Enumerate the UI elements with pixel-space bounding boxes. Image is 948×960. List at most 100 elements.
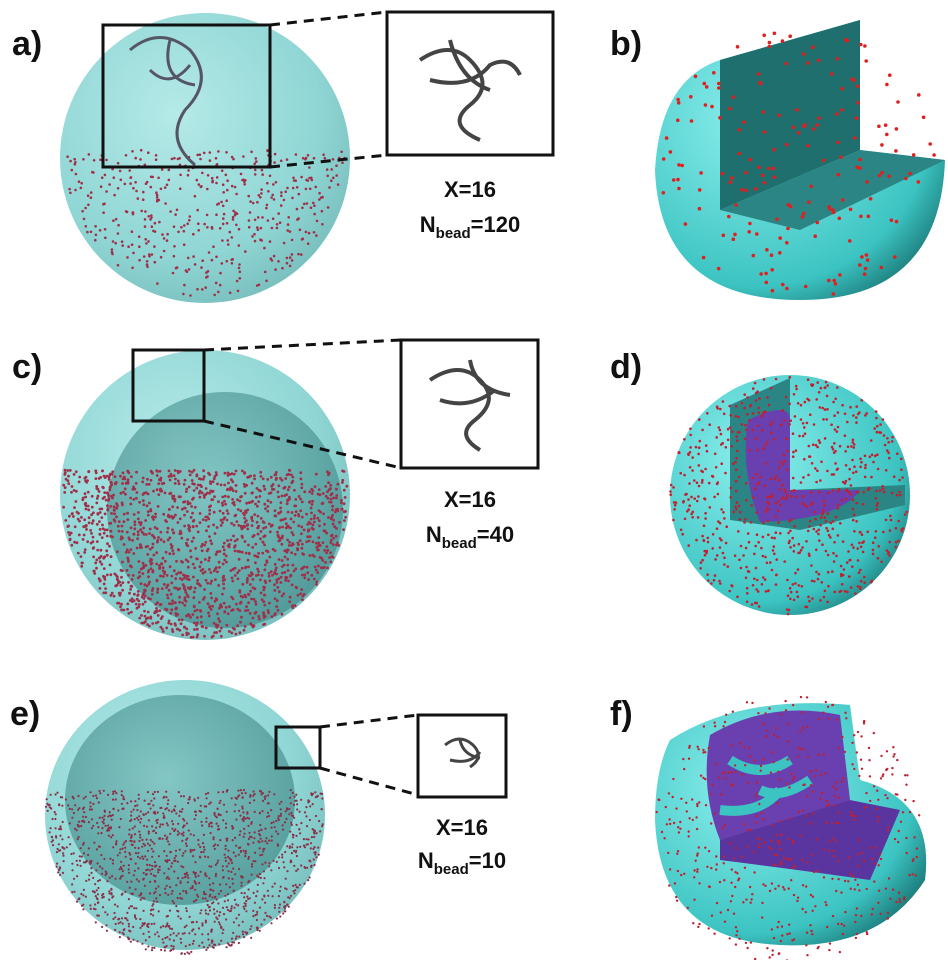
bead [785, 783, 787, 785]
bead [168, 859, 170, 861]
bead [247, 858, 249, 860]
bead [182, 877, 184, 879]
bead [161, 168, 164, 171]
bead [241, 567, 244, 570]
bead [295, 835, 297, 837]
bead [117, 162, 120, 165]
bead [762, 883, 764, 885]
bead [71, 485, 74, 488]
bead [247, 544, 250, 547]
bead [152, 850, 154, 852]
bead [811, 45, 815, 49]
bead [792, 432, 795, 435]
bead [303, 845, 305, 847]
bead [226, 840, 228, 842]
bead [799, 730, 801, 732]
bead [696, 854, 698, 856]
bead [177, 471, 180, 474]
bead [337, 183, 340, 186]
bead [229, 292, 232, 295]
bead [291, 511, 294, 514]
bead [104, 911, 106, 913]
bead [719, 537, 722, 540]
bead [180, 226, 183, 229]
bead [156, 474, 159, 477]
bead [701, 559, 704, 562]
bead [673, 508, 676, 511]
bead [872, 541, 875, 544]
bead [310, 792, 312, 794]
bead [230, 858, 232, 860]
bead [216, 163, 219, 166]
bead [789, 419, 792, 422]
bead [837, 878, 839, 880]
bead [292, 834, 294, 836]
bead [120, 492, 123, 495]
bead [279, 915, 281, 917]
bead [225, 555, 228, 558]
bead [779, 488, 782, 491]
bead [278, 907, 280, 909]
bead [152, 830, 154, 832]
bead [159, 807, 161, 809]
bead [102, 497, 105, 500]
n-bead: Nbead=10 [418, 848, 506, 878]
bead [727, 215, 731, 219]
bead [768, 41, 772, 45]
bead [66, 846, 68, 848]
bead [798, 584, 801, 587]
bead [797, 402, 800, 405]
bead [785, 143, 789, 147]
bead [301, 543, 304, 546]
bead [208, 803, 210, 805]
bead [128, 833, 130, 835]
bead [135, 603, 138, 606]
bead [163, 850, 165, 852]
bead [258, 489, 261, 492]
bead [136, 817, 138, 819]
bead [872, 461, 875, 464]
bead [895, 541, 898, 544]
bead [733, 857, 735, 859]
bead [269, 175, 272, 178]
bead [288, 808, 290, 810]
bead [819, 599, 822, 602]
bead [213, 570, 216, 573]
bead [173, 255, 176, 258]
bead [147, 811, 149, 813]
bead [784, 491, 787, 494]
bead [219, 800, 221, 802]
bead [131, 539, 134, 542]
bead [722, 234, 726, 238]
bead [331, 492, 334, 495]
bead [194, 506, 197, 509]
bead [200, 186, 203, 189]
bead [192, 537, 195, 540]
bead [703, 525, 706, 528]
bead [806, 398, 809, 401]
bead [149, 881, 151, 883]
bead [705, 804, 707, 806]
bead [138, 603, 141, 606]
bead [99, 533, 102, 536]
bead [221, 169, 224, 172]
bead [766, 441, 769, 444]
bead [815, 769, 817, 771]
bead [886, 449, 889, 452]
bead [210, 832, 212, 834]
bead [778, 236, 782, 240]
bead [716, 483, 719, 486]
bead [97, 495, 100, 498]
n-subscript: bead [436, 225, 471, 242]
bead [241, 806, 243, 808]
bead [234, 186, 237, 189]
bead [191, 930, 193, 932]
bead [254, 561, 257, 564]
bead [268, 840, 270, 842]
bead [117, 232, 120, 235]
bead [179, 530, 182, 533]
bead [848, 575, 851, 578]
bead [893, 475, 896, 478]
bead [180, 537, 183, 540]
bead [892, 755, 894, 757]
